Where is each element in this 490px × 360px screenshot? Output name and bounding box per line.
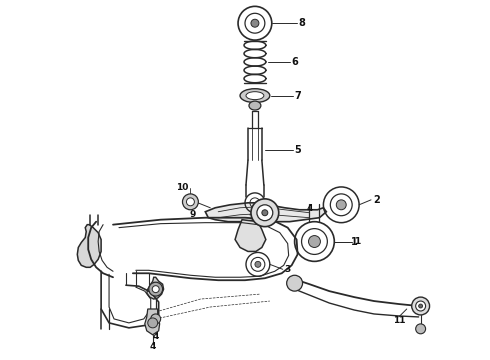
Text: 9: 9 [189,210,196,219]
Circle shape [148,318,158,328]
Polygon shape [235,220,266,251]
Text: 1: 1 [351,237,358,247]
Circle shape [416,324,426,334]
Text: 5: 5 [294,145,301,155]
Circle shape [418,304,422,308]
Text: 11: 11 [392,316,405,325]
Circle shape [416,301,426,311]
Circle shape [255,261,261,267]
Text: 8: 8 [298,18,305,28]
Ellipse shape [240,89,270,103]
Circle shape [182,194,198,210]
Circle shape [262,210,268,216]
Circle shape [336,200,346,210]
Circle shape [309,235,320,247]
Text: 4: 4 [149,342,156,351]
Circle shape [412,297,430,315]
Text: 3: 3 [285,265,291,274]
Polygon shape [145,309,160,335]
Circle shape [151,314,161,324]
Text: 10: 10 [176,184,189,193]
Ellipse shape [249,101,261,110]
Polygon shape [77,225,101,267]
Circle shape [149,282,163,296]
Text: 1: 1 [354,237,361,246]
Text: 7: 7 [294,91,301,101]
Ellipse shape [246,92,264,100]
Circle shape [152,286,159,293]
Circle shape [187,198,195,206]
Circle shape [251,19,259,27]
Text: 2: 2 [373,195,380,205]
Circle shape [251,199,279,227]
Circle shape [287,275,302,291]
Text: 4: 4 [152,332,159,341]
Circle shape [257,205,273,221]
Text: 6: 6 [292,57,298,67]
Polygon shape [205,203,326,222]
Text: 4: 4 [306,204,313,213]
Polygon shape [147,277,164,299]
